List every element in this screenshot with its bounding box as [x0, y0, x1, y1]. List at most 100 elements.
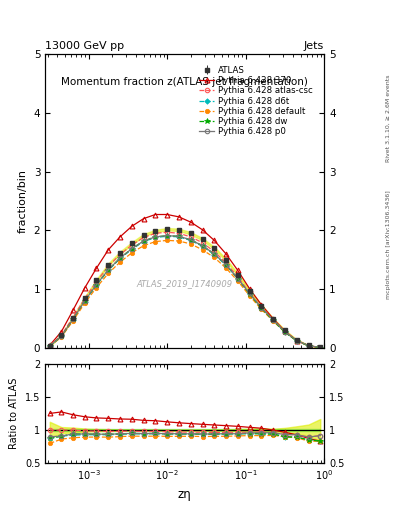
Pythia 6.428 dw: [70, 316, 75, 323]
Pythia 6.428 p0: [271, 317, 275, 323]
Text: mcplots.cern.ch [arXiv:1306.3436]: mcplots.cern.ch [arXiv:1306.3436]: [386, 191, 391, 300]
Pythia 6.428 atlas-csc: [247, 290, 252, 296]
Pythia 6.428 dw: [82, 298, 87, 304]
Pythia 6.428 default: [283, 329, 287, 335]
Pythia 6.428 d6t: [294, 338, 299, 344]
Pythia 6.428 p0: [141, 238, 146, 244]
Pythia 6.428 dw: [188, 237, 193, 243]
Pythia 6.428 370: [283, 328, 287, 334]
Pythia 6.428 default: [82, 301, 87, 307]
Pythia 6.428 atlas-csc: [176, 230, 181, 237]
Pythia 6.428 default: [188, 241, 193, 247]
Pythia 6.428 atlas-csc: [235, 274, 240, 280]
Pythia 6.428 p0: [70, 316, 75, 323]
Pythia 6.428 d6t: [106, 267, 111, 273]
Pythia 6.428 default: [271, 318, 275, 324]
Pythia 6.428 370: [247, 286, 252, 292]
Pythia 6.428 dw: [294, 338, 299, 344]
Pythia 6.428 p0: [94, 282, 99, 288]
Pythia 6.428 atlas-csc: [224, 260, 228, 266]
Pythia 6.428 p0: [188, 237, 193, 243]
Pythia 6.428 dw: [48, 343, 52, 349]
Pythia 6.428 dw: [318, 345, 323, 351]
Pythia 6.428 atlas-csc: [129, 242, 134, 248]
Legend: ATLAS, Pythia 6.428 370, Pythia 6.428 atlas-csc, Pythia 6.428 d6t, Pythia 6.428 : ATLAS, Pythia 6.428 370, Pythia 6.428 at…: [195, 62, 316, 140]
Pythia 6.428 dw: [224, 262, 228, 268]
Pythia 6.428 p0: [129, 246, 134, 252]
Pythia 6.428 370: [294, 337, 299, 344]
Pythia 6.428 370: [200, 227, 205, 233]
X-axis label: zη: zη: [178, 487, 191, 501]
Pythia 6.428 370: [188, 219, 193, 225]
Pythia 6.428 370: [212, 238, 217, 244]
Pythia 6.428 d6t: [165, 233, 169, 240]
Pythia 6.428 dw: [118, 255, 122, 261]
Pythia 6.428 atlas-csc: [153, 230, 158, 237]
Pythia 6.428 370: [129, 223, 134, 229]
Pythia 6.428 370: [59, 329, 64, 335]
Pythia 6.428 370: [141, 216, 146, 222]
Pythia 6.428 default: [235, 278, 240, 284]
Pythia 6.428 atlas-csc: [82, 295, 87, 302]
Pythia 6.428 default: [129, 250, 134, 256]
Pythia 6.428 370: [70, 307, 75, 313]
Line: Pythia 6.428 p0: Pythia 6.428 p0: [48, 233, 323, 350]
Pythia 6.428 p0: [165, 232, 169, 239]
Pythia 6.428 default: [224, 265, 228, 271]
Pythia 6.428 p0: [212, 251, 217, 257]
Pythia 6.428 atlas-csc: [306, 343, 311, 349]
Pythia 6.428 p0: [224, 262, 228, 268]
Pythia 6.428 d6t: [188, 238, 193, 244]
Pythia 6.428 default: [306, 343, 311, 349]
Pythia 6.428 d6t: [129, 246, 134, 252]
Pythia 6.428 atlas-csc: [318, 345, 323, 351]
Pythia 6.428 370: [224, 251, 228, 257]
Pythia 6.428 default: [259, 306, 264, 312]
Pythia 6.428 default: [48, 343, 52, 349]
Pythia 6.428 p0: [118, 255, 122, 261]
Pythia 6.428 370: [153, 211, 158, 218]
Pythia 6.428 d6t: [224, 262, 228, 268]
Pythia 6.428 d6t: [153, 234, 158, 241]
Text: Jets: Jets: [304, 41, 324, 51]
Pythia 6.428 d6t: [48, 343, 52, 349]
Pythia 6.428 atlas-csc: [294, 337, 299, 344]
Pythia 6.428 d6t: [283, 329, 287, 335]
Pythia 6.428 d6t: [259, 305, 264, 311]
Pythia 6.428 atlas-csc: [48, 343, 52, 349]
Pythia 6.428 d6t: [118, 255, 122, 262]
Pythia 6.428 370: [106, 247, 111, 253]
Pythia 6.428 dw: [153, 234, 158, 240]
Text: ATLAS_2019_I1740909: ATLAS_2019_I1740909: [137, 279, 233, 288]
Pythia 6.428 370: [176, 214, 181, 220]
Pythia 6.428 p0: [153, 234, 158, 240]
Pythia 6.428 atlas-csc: [141, 234, 146, 241]
Pythia 6.428 p0: [283, 329, 287, 335]
Pythia 6.428 p0: [294, 337, 299, 344]
Pythia 6.428 default: [165, 238, 169, 244]
Pythia 6.428 370: [165, 211, 169, 218]
Pythia 6.428 370: [235, 267, 240, 273]
Pythia 6.428 d6t: [59, 333, 64, 339]
Pythia 6.428 d6t: [94, 282, 99, 288]
Pythia 6.428 default: [212, 254, 217, 261]
Pythia 6.428 dw: [165, 232, 169, 239]
Pythia 6.428 default: [318, 345, 323, 351]
Pythia 6.428 p0: [235, 275, 240, 282]
Pythia 6.428 dw: [106, 267, 111, 273]
Pythia 6.428 dw: [94, 282, 99, 288]
Pythia 6.428 atlas-csc: [259, 304, 264, 310]
Pythia 6.428 370: [94, 265, 99, 271]
Text: Momentum fraction z(ATLAS jet fragmentation): Momentum fraction z(ATLAS jet fragmentat…: [61, 77, 308, 88]
Pythia 6.428 dw: [271, 317, 275, 324]
Pythia 6.428 d6t: [306, 343, 311, 349]
Pythia 6.428 p0: [59, 333, 64, 339]
Pythia 6.428 370: [118, 234, 122, 240]
Pythia 6.428 default: [106, 270, 111, 276]
Pythia 6.428 atlas-csc: [283, 329, 287, 335]
Line: Pythia 6.428 d6t: Pythia 6.428 d6t: [48, 234, 322, 350]
Pythia 6.428 d6t: [247, 291, 252, 297]
Pythia 6.428 d6t: [212, 251, 217, 258]
Pythia 6.428 d6t: [271, 317, 275, 324]
Line: Pythia 6.428 dw: Pythia 6.428 dw: [47, 233, 323, 350]
